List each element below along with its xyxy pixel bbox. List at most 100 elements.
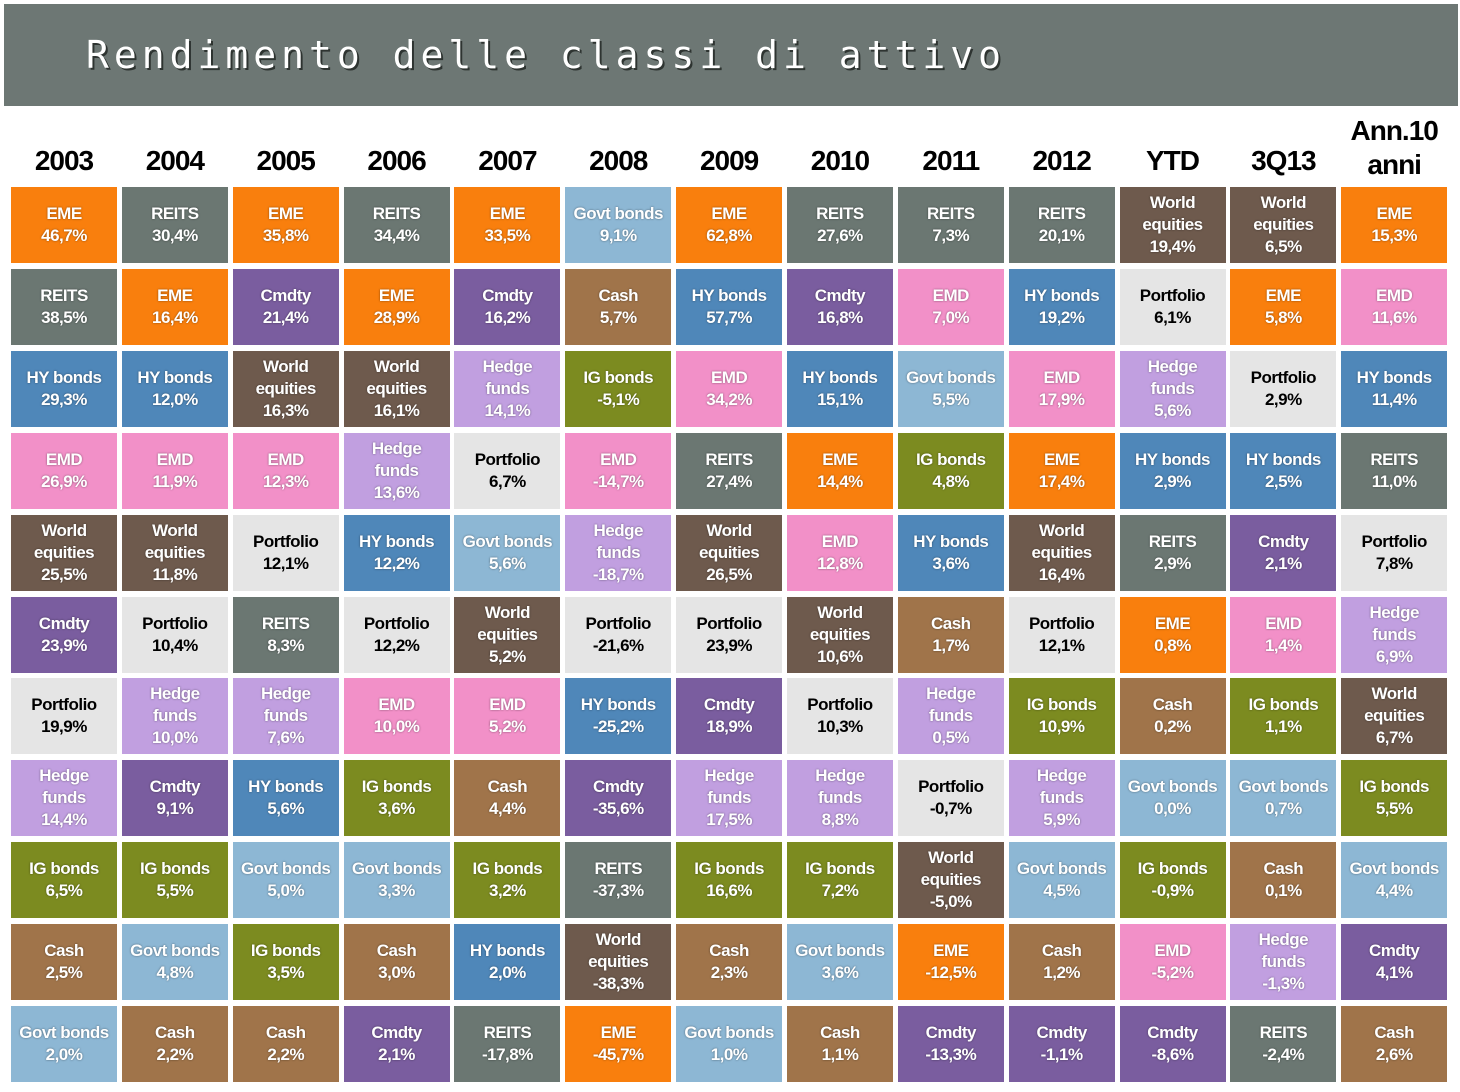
cell-return-value: 25,5%: [41, 564, 87, 584]
cell-asset-label: EMD: [710, 367, 748, 387]
cell-return-value: 10,9%: [1038, 717, 1085, 737]
cell-asset-label: IG bonds: [140, 859, 210, 879]
cell-asset-label: HY bonds: [1356, 367, 1433, 387]
cell-asset-label: Govt bonds: [1238, 777, 1329, 797]
cell-2008-cash: Cash 5,7%: [565, 268, 672, 345]
cell-2005-ig-bonds: IG bonds 3,5%: [232, 924, 339, 1001]
cell-return-value: -37,3%: [592, 881, 644, 901]
cell-2012-hy-bonds: HY bonds 19,2%: [1008, 268, 1115, 345]
cell-2009-eme: EME 62,8%: [676, 187, 783, 263]
cell-asset-label: REITS: [1370, 449, 1418, 469]
cell-3q13-cmdty: Cmdty 2,1%: [1230, 514, 1337, 591]
cell-ann-10-anni-world-equities: World equities 6,7%: [1341, 678, 1448, 755]
cell-2008-ig-bonds: IG bonds -5,1%: [565, 350, 672, 427]
column-header-2010: 2010: [810, 145, 870, 176]
cell-return-value: 33,5%: [484, 226, 531, 245]
cell-2005-hy-bonds: HY bonds 5,6%: [232, 760, 339, 837]
cell-2004-cash: Cash 2,2%: [121, 1006, 228, 1082]
cell-2009-emd: EMD 34,2%: [676, 350, 783, 427]
cell-asset-label: World equities: [588, 930, 649, 972]
cell-2007-eme: EME 33,5%: [454, 187, 561, 263]
cell-asset-label: HY bonds: [26, 367, 102, 387]
cell-asset-label: EMD: [1376, 285, 1413, 305]
cell-asset-label: Cash: [1374, 1023, 1414, 1042]
cell-return-value: 1,7%: [932, 635, 970, 655]
cell-2005-cash: Cash 2,2%: [232, 1006, 339, 1082]
cell-2008-eme: EME -45,7%: [565, 1006, 672, 1082]
cell-return-value: 4,8%: [932, 471, 970, 491]
cell-2008-govt-bonds: Govt bonds 9,1%: [565, 187, 672, 263]
cell-return-value: 7,2%: [821, 881, 859, 901]
cell-2005-reits: REITS 8,3%: [232, 596, 339, 673]
cell-return-value: 1,0%: [710, 1045, 748, 1064]
cell-asset-label: World equities: [144, 520, 206, 562]
cell-asset-label: Hedge funds: [1258, 930, 1309, 972]
cell-return-value: 35,8%: [262, 226, 309, 245]
cell-asset-label: Cash: [820, 1023, 860, 1042]
cell-asset-label: IG bonds: [1359, 777, 1430, 797]
cell-asset-label: Cash: [1152, 695, 1193, 715]
cell-return-value: 5,9%: [1043, 810, 1081, 830]
cell-ann-10-anni-hy-bonds: HY bonds 11,4%: [1341, 350, 1448, 427]
cell-asset-label: EMD: [1043, 367, 1081, 387]
cell-asset-label: HY bonds: [359, 531, 435, 551]
cell-ann-10-anni-govt-bonds: Govt bonds 4,4%: [1341, 842, 1448, 919]
cell-return-value: 8,8%: [821, 810, 859, 830]
cell-return-value: 12,3%: [262, 471, 309, 491]
cell-asset-label: REITS: [483, 1023, 532, 1042]
cell-return-value: 14,1%: [484, 400, 531, 420]
cell-2007-cash: Cash 4,4%: [454, 760, 561, 837]
cell-return-value: 16,3%: [262, 400, 309, 420]
cell-return-value: 23,9%: [706, 635, 752, 655]
cell-return-value: -1,3%: [1262, 974, 1305, 994]
cell-asset-label: Hedge funds: [926, 684, 976, 726]
column-header-ytd: YTD: [1146, 145, 1200, 176]
cell-ytd-ig-bonds: IG bonds -0,9%: [1119, 842, 1226, 919]
cell-2010-world-equities: World equities 10,6%: [786, 596, 893, 673]
cell-2012-eme: EME 17,4%: [1008, 432, 1115, 509]
column-header-2007: 2007: [478, 145, 537, 176]
cell-asset-label: Hedge funds: [260, 684, 311, 726]
cell-2012-portfolio: Portfolio 12,1%: [1008, 596, 1115, 673]
cell-asset-label: Cash: [1263, 859, 1304, 879]
cell-return-value: 5,8%: [1264, 307, 1302, 327]
cell-2009-cmdty: Cmdty 18,9%: [676, 678, 783, 755]
cell-return-value: 5,6%: [267, 799, 305, 819]
cell-asset-label: World equities: [33, 520, 95, 562]
cell-2003-portfolio: Portfolio 19,9%: [11, 678, 117, 755]
cell-ytd-emd: EMD -5,2%: [1119, 924, 1226, 1001]
cell-2004-eme: EME 16,4%: [121, 268, 228, 345]
cell-asset-label: Cmdty: [38, 613, 90, 633]
cell-return-value: 5,0%: [267, 881, 305, 901]
cell-3q13-reits: REITS -2,4%: [1230, 1006, 1337, 1082]
cell-ytd-hedge-funds: Hedge funds 5,6%: [1119, 350, 1226, 427]
cell-asset-label: EMD: [1154, 941, 1191, 961]
cell-return-value: 28,9%: [373, 307, 420, 327]
cell-2006-reits: REITS 34,4%: [343, 187, 450, 263]
cell-asset-label: EME: [933, 941, 969, 961]
cell-return-value: -45,7%: [592, 1045, 644, 1064]
cell-return-value: 3,2%: [489, 881, 526, 901]
cell-3q13-govt-bonds: Govt bonds 0,7%: [1230, 760, 1337, 837]
cell-return-value: 7,6%: [267, 728, 305, 748]
cell-return-value: -14,7%: [592, 471, 644, 491]
cell-return-value: 11,9%: [152, 471, 198, 491]
cell-return-value: -18,7%: [592, 564, 644, 584]
cell-2012-ig-bonds: IG bonds 10,9%: [1008, 678, 1115, 755]
cell-2010-eme: EME 14,4%: [786, 432, 893, 509]
cell-asset-label: IG bonds: [1248, 695, 1319, 715]
cell-asset-label: Hedge funds: [482, 356, 533, 398]
cell-2004-emd: EMD 11,9%: [121, 432, 228, 509]
cell-return-value: -8,6%: [1151, 1045, 1194, 1064]
cell-2010-cmdty: Cmdty 16,8%: [786, 268, 893, 345]
cell-return-value: -0,7%: [929, 799, 972, 819]
cell-asset-label: World equities: [809, 602, 871, 644]
cell-return-value: 12,2%: [373, 553, 420, 573]
cell-asset-label: World equities: [255, 356, 317, 398]
cell-return-value: 26,5%: [706, 564, 752, 584]
cell-asset-label: REITS: [594, 859, 643, 879]
cell-2011-world-equities: World equities -5,0%: [897, 842, 1004, 919]
cell-asset-label: EME: [157, 285, 193, 305]
cell-asset-label: Govt bonds: [1127, 777, 1218, 797]
cell-2004-reits: REITS 30,4%: [121, 187, 228, 263]
